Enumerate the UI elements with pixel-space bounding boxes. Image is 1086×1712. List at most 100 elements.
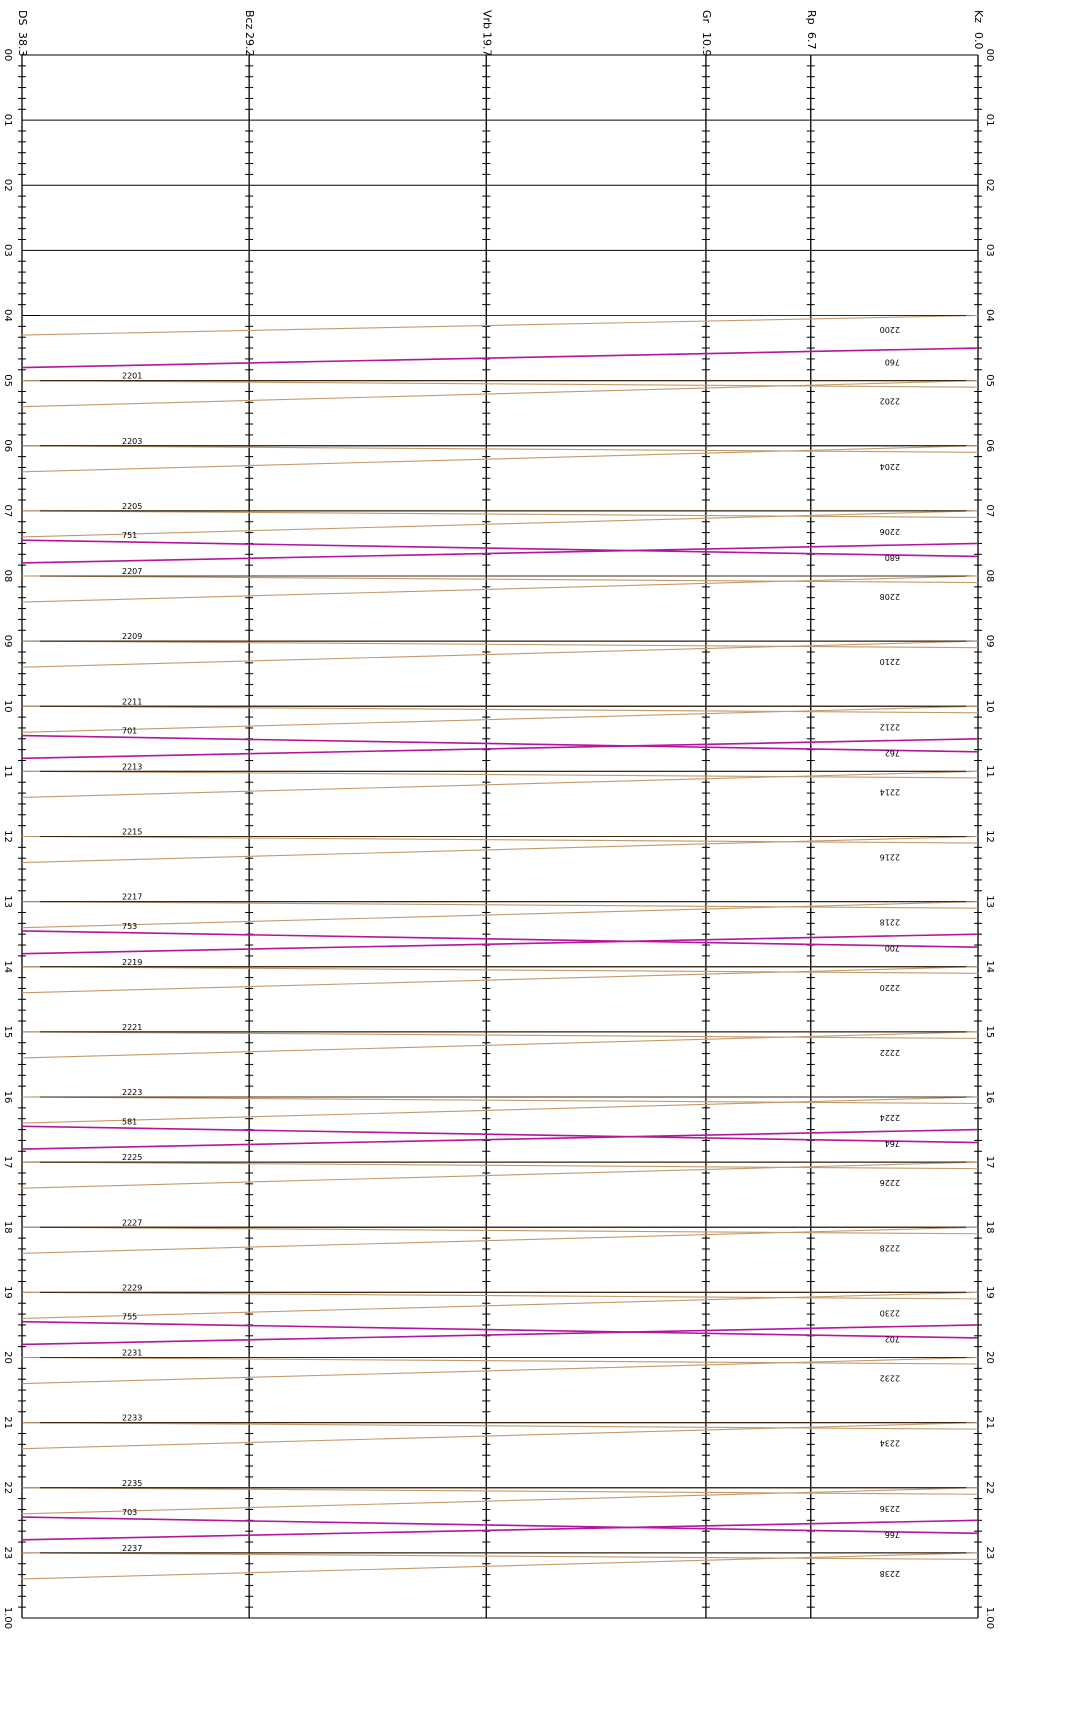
train-path <box>21 640 979 649</box>
train-number-label: 2202 <box>880 397 900 406</box>
station-distance-label: 6.7 <box>805 32 818 50</box>
train-path <box>21 1356 979 1365</box>
train-number-label: 701 <box>122 727 137 736</box>
train-path <box>21 539 979 558</box>
station-name-label: DS <box>16 10 29 25</box>
train-path <box>21 640 979 668</box>
hour-tick-label-right: 20 <box>984 1351 995 1364</box>
station-distance-label: 29.2 <box>243 32 256 57</box>
train-path <box>21 1552 979 1580</box>
train-path <box>21 1128 979 1150</box>
hour-tick-label-right: 17 <box>984 1156 995 1169</box>
station-distance-label: 38.3 <box>16 32 29 57</box>
series-layer <box>21 314 979 1580</box>
hour-tick-label-left: 20 <box>2 1351 13 1364</box>
train-number-label: 2229 <box>122 1283 142 1292</box>
hour-tick-label-right: 1.00 <box>984 1607 995 1629</box>
hour-tick-label-right: 08 <box>984 570 995 583</box>
train-path <box>21 1320 979 1339</box>
train-number-label: 2232 <box>880 1374 900 1383</box>
train-path <box>21 738 979 760</box>
train-number-label: 702 <box>885 1334 900 1343</box>
train-number-label: 2223 <box>122 1088 142 1097</box>
train-number-label: 703 <box>122 1508 137 1517</box>
station-name-label: Bcz <box>243 10 256 30</box>
train-path <box>21 705 979 733</box>
train-number-label: 755 <box>122 1313 137 1322</box>
train-path <box>21 930 979 949</box>
hour-tick-label-left: 21 <box>2 1416 13 1429</box>
train-path <box>21 445 979 453</box>
train-number-label: 2214 <box>880 787 900 796</box>
train-number-label: 2204 <box>880 462 900 471</box>
hour-tick-label-right: 21 <box>984 1416 995 1429</box>
train-path <box>21 1422 979 1450</box>
train-path <box>21 1552 979 1560</box>
hour-tick-label-right: 03 <box>984 244 995 257</box>
train-number-label: 2212 <box>880 722 900 731</box>
train-number-label: 2236 <box>880 1504 900 1513</box>
train-path <box>21 770 979 798</box>
hour-tick-label-right: 19 <box>984 1286 995 1299</box>
station-distance-label: 19.7 <box>480 32 493 57</box>
hour-tick-label-left: 19 <box>2 1286 13 1299</box>
hour-tick-label-right: 11 <box>984 765 995 778</box>
train-path <box>21 1516 979 1535</box>
train-number-label: 2203 <box>122 437 142 446</box>
train-number-label: 764 <box>885 1139 900 1148</box>
hour-tick-label-left: 18 <box>2 1221 13 1234</box>
train-number-label: 2206 <box>880 527 900 536</box>
hour-tick-label-right: 00 <box>984 49 995 62</box>
station-distance-label: 0.0 <box>972 32 985 50</box>
station-name-label: Vrb <box>480 10 493 29</box>
train-number-label: 700 <box>885 944 900 953</box>
train-number-label: 760 <box>885 358 900 367</box>
hour-tick-label-right: 22 <box>984 1481 995 1494</box>
train-number-label: 751 <box>122 531 137 540</box>
hour-tick-label-right: 10 <box>984 700 995 713</box>
train-path <box>21 314 979 336</box>
train-path <box>21 1096 979 1105</box>
hour-tick-label-right: 15 <box>984 1026 995 1039</box>
hour-tick-label-right: 23 <box>984 1547 995 1560</box>
train-number-label: 2233 <box>122 1414 142 1423</box>
train-number-label: 2224 <box>880 1113 900 1122</box>
train-path <box>21 380 979 388</box>
hour-tick-label-left: 08 <box>2 570 13 583</box>
train-path <box>21 1161 979 1189</box>
hour-tick-label-left: 23 <box>2 1547 13 1560</box>
train-path <box>21 1226 979 1254</box>
train-path <box>21 1519 979 1541</box>
hour-tick-label-left: 11 <box>2 765 13 778</box>
train-number-label: 2207 <box>122 567 142 576</box>
train-path <box>21 835 979 864</box>
train-number-label: 762 <box>885 748 900 757</box>
train-path <box>21 1324 979 1346</box>
hour-tick-label-right: 04 <box>984 309 995 322</box>
train-path <box>21 1422 979 1430</box>
train-number-label: 2213 <box>122 762 142 771</box>
hour-tick-label-right: 09 <box>984 635 995 648</box>
hour-tick-label-left: 06 <box>2 439 13 452</box>
train-number-label: 2234 <box>880 1439 900 1448</box>
hour-tick-label-left: 05 <box>2 374 13 387</box>
train-number-label: 2215 <box>122 828 142 837</box>
train-number-label: 2201 <box>122 372 142 381</box>
train-path <box>21 966 979 974</box>
hour-tick-label-left: 13 <box>2 895 13 908</box>
hour-tick-label-right: 02 <box>984 179 995 192</box>
train-path <box>21 835 979 844</box>
hour-tick-label-left: 04 <box>2 309 13 322</box>
train-number-label: 2230 <box>880 1308 900 1317</box>
hour-tick-label-left: 17 <box>2 1156 13 1169</box>
train-number-label: 2222 <box>880 1048 900 1057</box>
train-number-label: 2231 <box>122 1349 142 1358</box>
train-number-label: 2219 <box>122 958 142 967</box>
hour-tick-label-right: 16 <box>984 1091 995 1104</box>
train-number-label: 2205 <box>122 502 142 511</box>
train-path <box>21 966 979 994</box>
train-path <box>21 510 979 538</box>
